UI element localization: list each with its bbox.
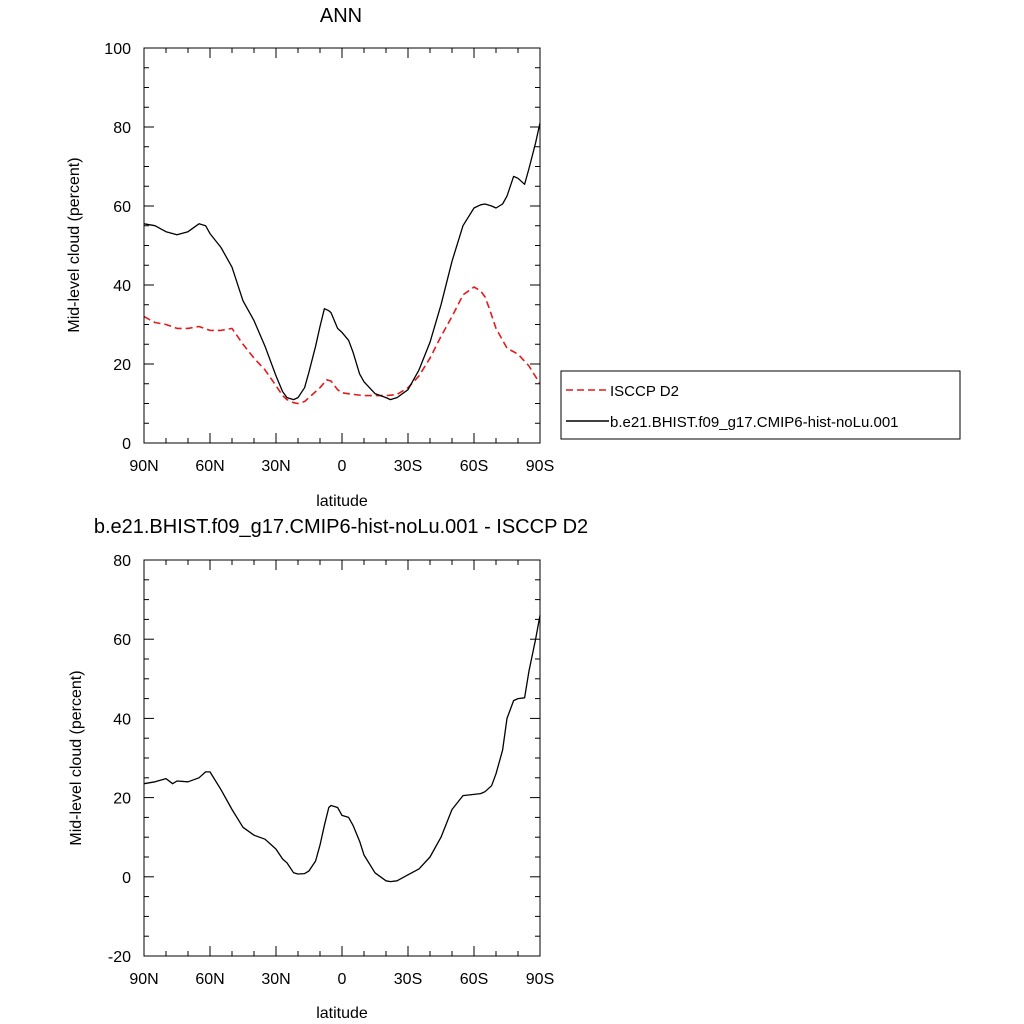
top-chart-ytick-label: 80 bbox=[113, 120, 131, 137]
bottom-chart-xtick-label: 90S bbox=[526, 971, 554, 988]
bottom-chart-panel: b.e21.BHIST.f09_g17.CMIP6-hist-noLu.001 … bbox=[68, 516, 588, 1022]
top-chart-axes: 90N 60N 30N 0 30S 60S 90S 0 20 40 60 80 100 bbox=[104, 41, 554, 475]
top-chart-ytick-label: 0 bbox=[122, 436, 131, 453]
bottom-chart-xlabel: latitude bbox=[316, 1005, 368, 1022]
legend-box bbox=[560, 370, 961, 440]
bottom-chart-ytick-label: -20 bbox=[108, 949, 131, 966]
top-chart-xtick-label: 60S bbox=[460, 458, 488, 475]
top-chart-ytick-label: 20 bbox=[113, 357, 131, 374]
bottom-chart-ytick-label: 80 bbox=[113, 553, 131, 570]
bottom-chart-ytick-label: 0 bbox=[122, 870, 131, 887]
top-chart-xtick-label: 90S bbox=[526, 458, 554, 475]
bottom-chart-series-model-line bbox=[143, 615, 541, 883]
bottom-chart-title: b.e21.BHIST.f09_g17.CMIP6-hist-noLu.001 … bbox=[94, 516, 588, 538]
top-chart-xtick-label: 30S bbox=[394, 458, 422, 475]
top-chart-ytick-label: 60 bbox=[113, 199, 131, 216]
top-chart-xtick-label: 0 bbox=[338, 458, 347, 475]
bottom-chart-ytick-label: 20 bbox=[113, 791, 131, 808]
legend-label-obs: ISCCP D2 bbox=[610, 383, 679, 400]
bottom-chart-ytick-label: 60 bbox=[113, 632, 131, 649]
top-chart-xtick-label: 30N bbox=[261, 458, 290, 475]
top-chart-series-obs-line bbox=[143, 286, 541, 405]
bottom-chart-xtick-label: 30S bbox=[394, 971, 422, 988]
bottom-chart-xtick-label: 60S bbox=[460, 971, 488, 988]
top-chart-series bbox=[143, 122, 541, 405]
bottom-chart-frame bbox=[143, 559, 541, 957]
top-chart-ytick-label: 100 bbox=[104, 41, 131, 58]
bottom-chart-xtick-label: 60N bbox=[195, 971, 224, 988]
bottom-chart-series bbox=[143, 615, 541, 883]
top-chart-ylabel: Mid-level cloud (percent) bbox=[66, 157, 83, 332]
bottom-chart-ylabel: Mid-level cloud (percent) bbox=[68, 670, 85, 845]
top-chart-title: ANN bbox=[320, 5, 362, 27]
bottom-chart-ytick-label: 40 bbox=[113, 711, 131, 728]
top-chart-xtick-label: 60N bbox=[195, 458, 224, 475]
bottom-chart-xtick-label: 0 bbox=[338, 971, 347, 988]
top-chart-frame bbox=[143, 47, 541, 444]
legend-label-model: b.e21.BHIST.f09_g17.CMIP6-hist-noLu.001 bbox=[610, 414, 899, 431]
bottom-chart-xtick-label: 90N bbox=[129, 971, 158, 988]
legend: ISCCP D2 b.e21.BHIST.f09_g17.CMIP6-hist-… bbox=[560, 370, 961, 440]
top-chart-xtick-label: 90N bbox=[129, 458, 158, 475]
top-chart-ytick-label: 40 bbox=[113, 278, 131, 295]
top-chart-series-model-line bbox=[143, 122, 541, 401]
bottom-chart-axes: 90N 60N 30N 0 30S 60S 90S -20 0 20 40 60 80 bbox=[108, 553, 554, 988]
top-chart-panel: ANN 90N 60N 30N 0 30S 60S 90S 0 20 40 60 80 100 lati… bbox=[66, 5, 554, 510]
bottom-chart-xtick-label: 30N bbox=[261, 971, 290, 988]
top-chart-xlabel: latitude bbox=[316, 493, 368, 510]
